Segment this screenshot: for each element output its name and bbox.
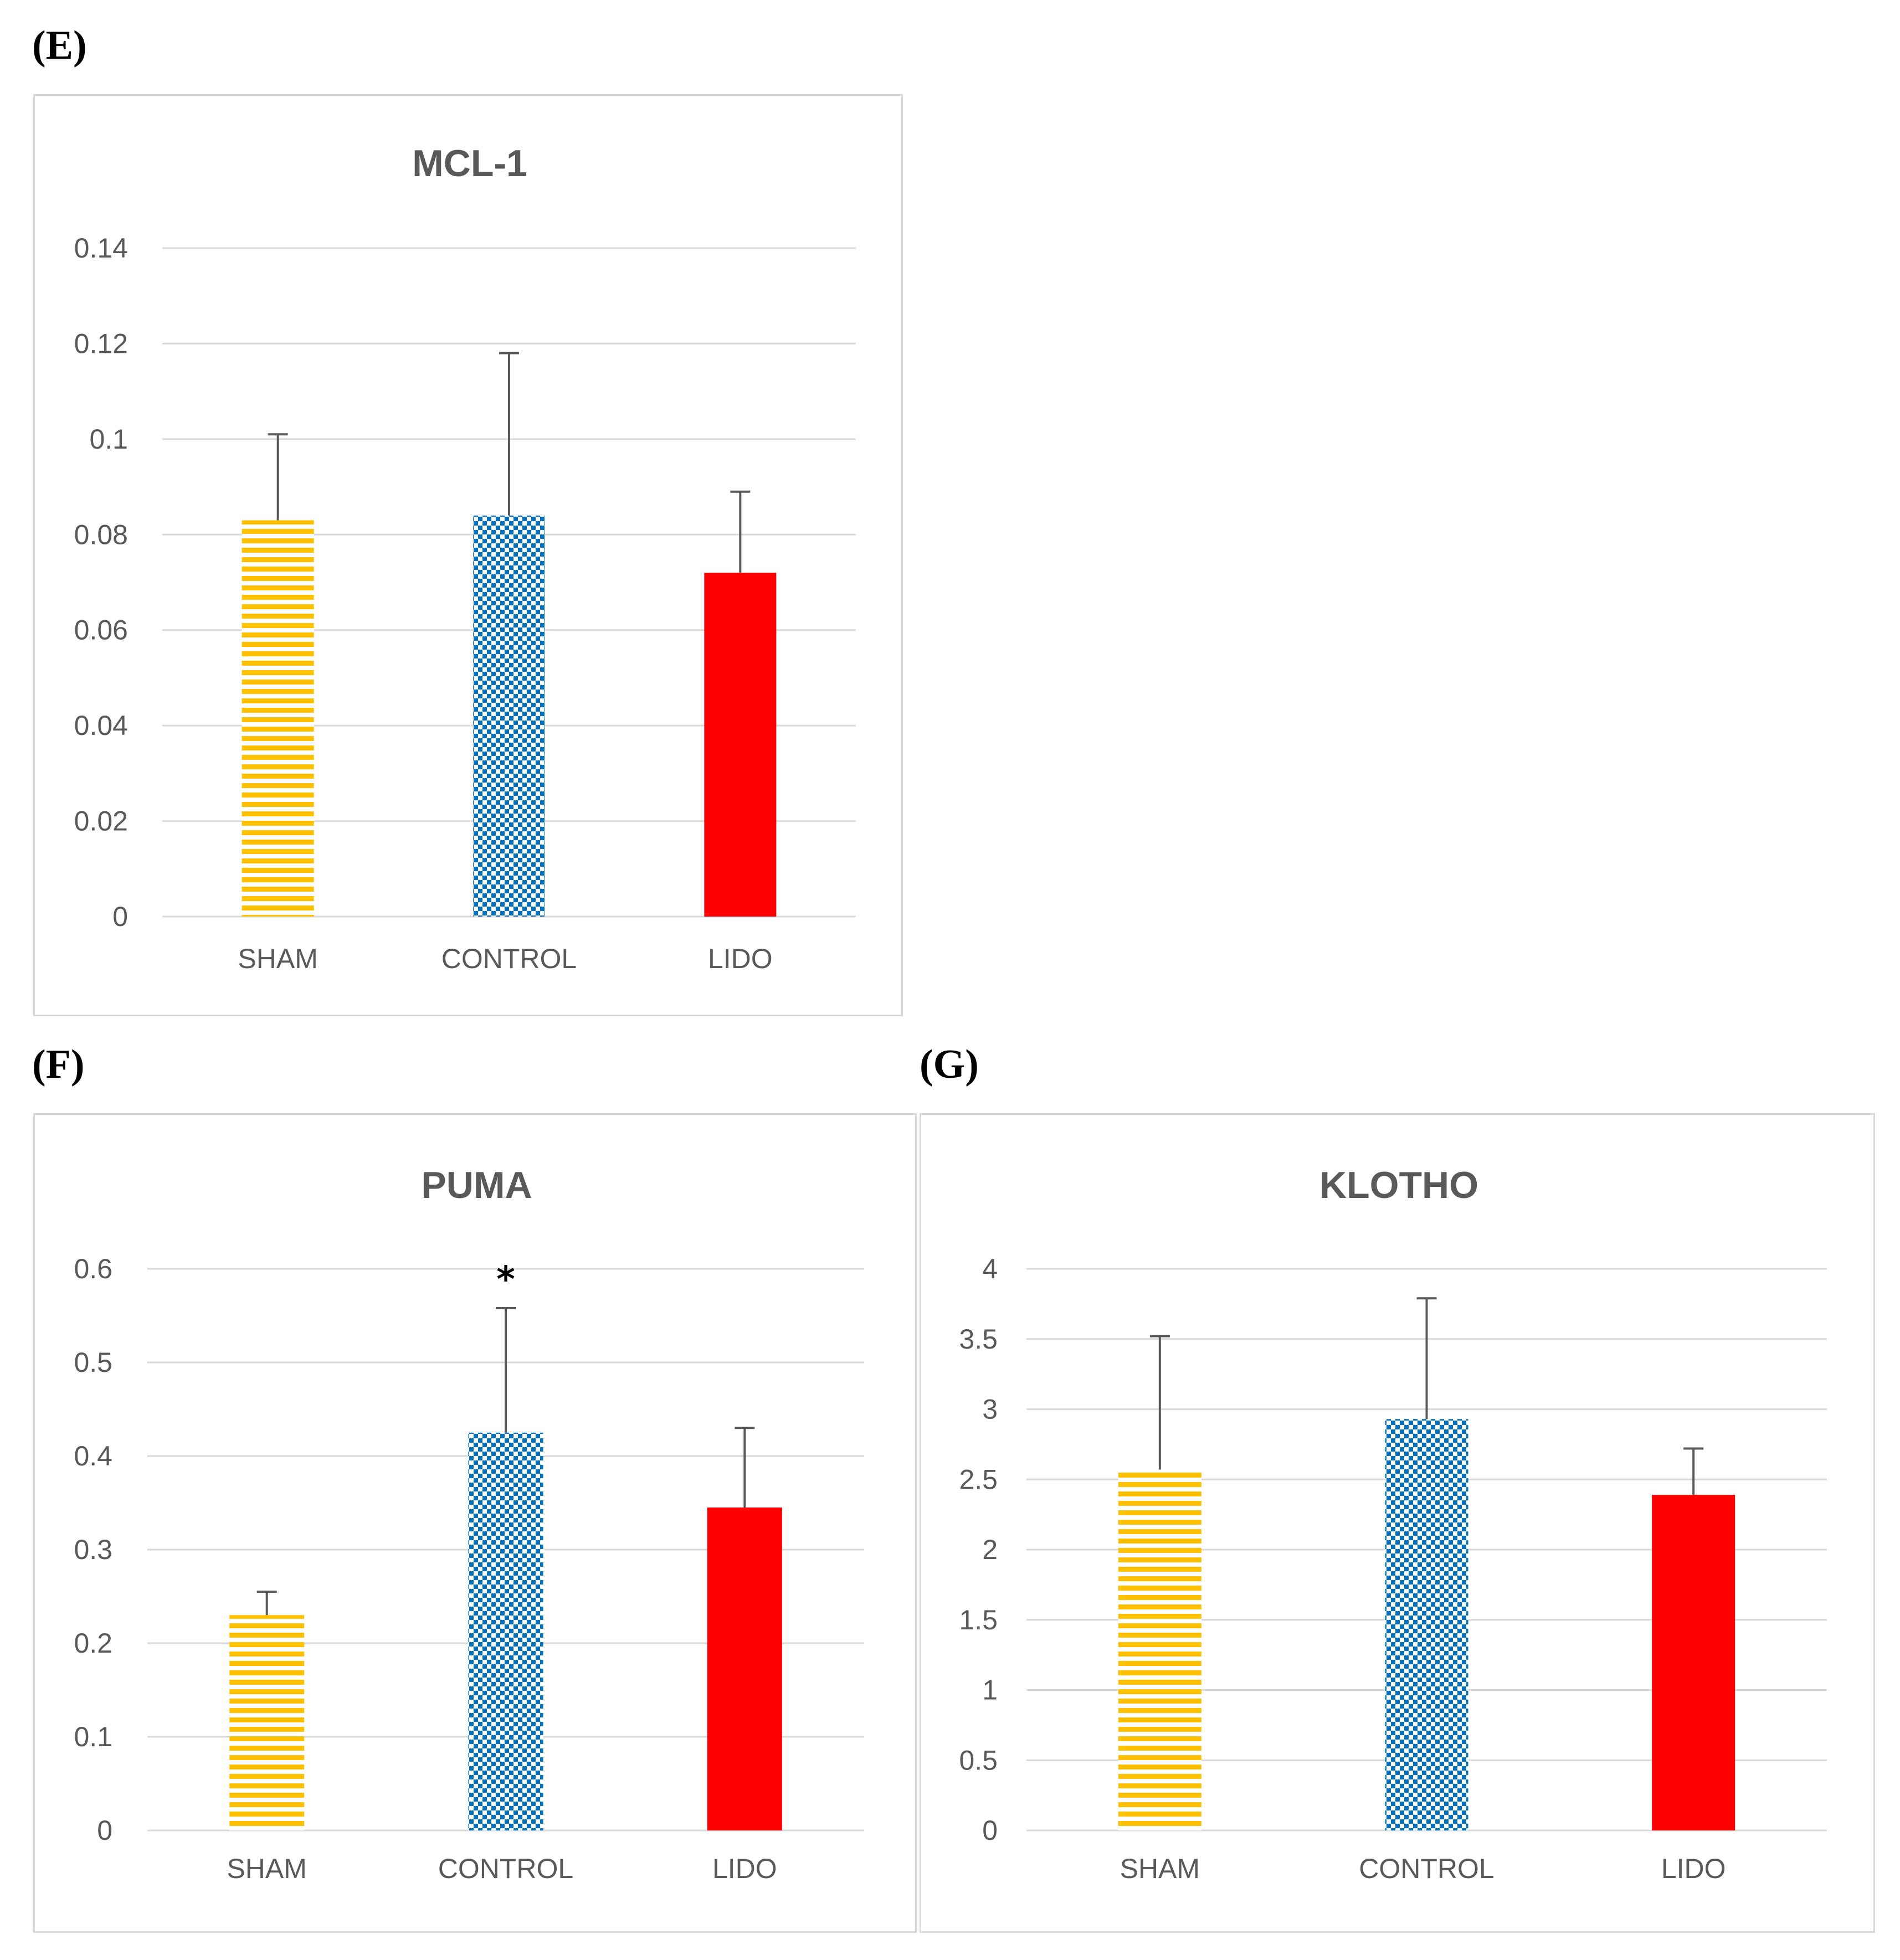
bar-sham bbox=[242, 520, 314, 917]
x-tick-label-sham: SHAM bbox=[227, 1853, 306, 1884]
y-tick-label: 3.5 bbox=[959, 1324, 998, 1355]
panel-label-f: (F) bbox=[32, 1042, 85, 1087]
chart-title: KLOTHO bbox=[1319, 1164, 1478, 1206]
significance-marker: * bbox=[496, 1259, 515, 1300]
y-tick-label: 0 bbox=[982, 1815, 998, 1846]
y-tick-label: 0.14 bbox=[74, 233, 128, 264]
y-tick-label: 0.06 bbox=[74, 615, 128, 646]
bar-control bbox=[468, 1432, 543, 1830]
y-tick-label: 0.08 bbox=[74, 519, 128, 550]
y-tick-label: 1 bbox=[982, 1675, 998, 1706]
y-tick-label: 0.2 bbox=[74, 1628, 112, 1659]
y-tick-label: 0.12 bbox=[74, 328, 128, 359]
chart-puma-svg: PUMA 0 0.1 0.2 0.3 0.4 0.5 0.6 SHAM * CONTROL LIDO bbox=[74, 1164, 864, 1884]
y-tick-label: 0.02 bbox=[74, 806, 128, 837]
bar-lido bbox=[704, 573, 777, 917]
panel-label-e: (E) bbox=[32, 23, 87, 68]
error-bar-lido bbox=[735, 1427, 755, 1508]
error-bar-control bbox=[499, 352, 519, 516]
y-tick-label: 2.5 bbox=[959, 1464, 998, 1495]
chart-puma: PUMA 0 0.1 0.2 0.3 0.4 0.5 0.6 SHAM * CONTROL LIDO bbox=[33, 1113, 917, 1933]
y-tick-label: 0.6 bbox=[74, 1253, 112, 1284]
x-tick-label-control: CONTROL bbox=[438, 1853, 573, 1884]
error-bar-control bbox=[496, 1306, 516, 1433]
x-tick-label-control: CONTROL bbox=[1359, 1853, 1494, 1884]
x-tick-label-sham: SHAM bbox=[238, 943, 317, 974]
y-tick-label: 0 bbox=[112, 901, 128, 932]
x-tick-label-sham: SHAM bbox=[1120, 1853, 1200, 1884]
bar-lido bbox=[1652, 1495, 1735, 1830]
y-tick-label: 3 bbox=[982, 1394, 998, 1425]
y-tick-label: 2 bbox=[982, 1534, 998, 1565]
y-tick-label: 0.3 bbox=[74, 1534, 112, 1565]
x-tick-label-control: CONTROL bbox=[441, 943, 577, 974]
chart-title: PUMA bbox=[421, 1164, 532, 1206]
error-bar-lido bbox=[1683, 1447, 1704, 1495]
chart-klotho: KLOTHO 0 0.5 1 1.5 2 2.5 3 3.5 4 SHAM CONTROL LIDO bbox=[920, 1113, 1875, 1933]
error-bar-sham bbox=[256, 1591, 277, 1616]
bar-sham bbox=[229, 1615, 305, 1830]
y-tick-label: 4 bbox=[982, 1253, 998, 1284]
bar-control bbox=[473, 515, 545, 917]
y-tick-label: 0.04 bbox=[74, 710, 128, 741]
y-tick-label: 0.1 bbox=[89, 424, 128, 455]
panel-label-g: (G) bbox=[920, 1042, 979, 1087]
bar-sham bbox=[1118, 1469, 1201, 1830]
y-tick-label: 0.5 bbox=[74, 1347, 112, 1378]
bar-control bbox=[1385, 1419, 1468, 1830]
error-bar-sham bbox=[1149, 1335, 1170, 1470]
error-bar-control bbox=[1416, 1297, 1437, 1419]
x-tick-label-lido: LIDO bbox=[712, 1853, 777, 1884]
y-tick-label: 0.4 bbox=[74, 1441, 112, 1472]
chart-klotho-svg: KLOTHO 0 0.5 1 1.5 2 2.5 3 3.5 4 SHAM CONTROL LIDO bbox=[959, 1164, 1827, 1884]
y-tick-label: 0.1 bbox=[74, 1721, 112, 1752]
y-tick-label: 1.5 bbox=[959, 1604, 998, 1635]
chart-mcl1-svg: MCL-1 0 0.02 0.04 0.06 0.08 0.1 0.12 0.14 SHAM CON… bbox=[74, 142, 856, 974]
error-bar-sham bbox=[268, 433, 288, 521]
x-tick-label-lido: LIDO bbox=[708, 943, 773, 974]
bar-lido bbox=[707, 1507, 782, 1830]
chart-title: MCL-1 bbox=[412, 142, 527, 184]
error-bar-lido bbox=[730, 490, 751, 573]
chart-mcl1: MCL-1 0 0.02 0.04 0.06 0.08 0.1 0.12 0.14 SHAM CON… bbox=[33, 94, 903, 1016]
y-tick-label: 0 bbox=[97, 1815, 112, 1846]
x-tick-label-lido: LIDO bbox=[1661, 1853, 1726, 1884]
y-tick-label: 0.5 bbox=[959, 1745, 998, 1776]
